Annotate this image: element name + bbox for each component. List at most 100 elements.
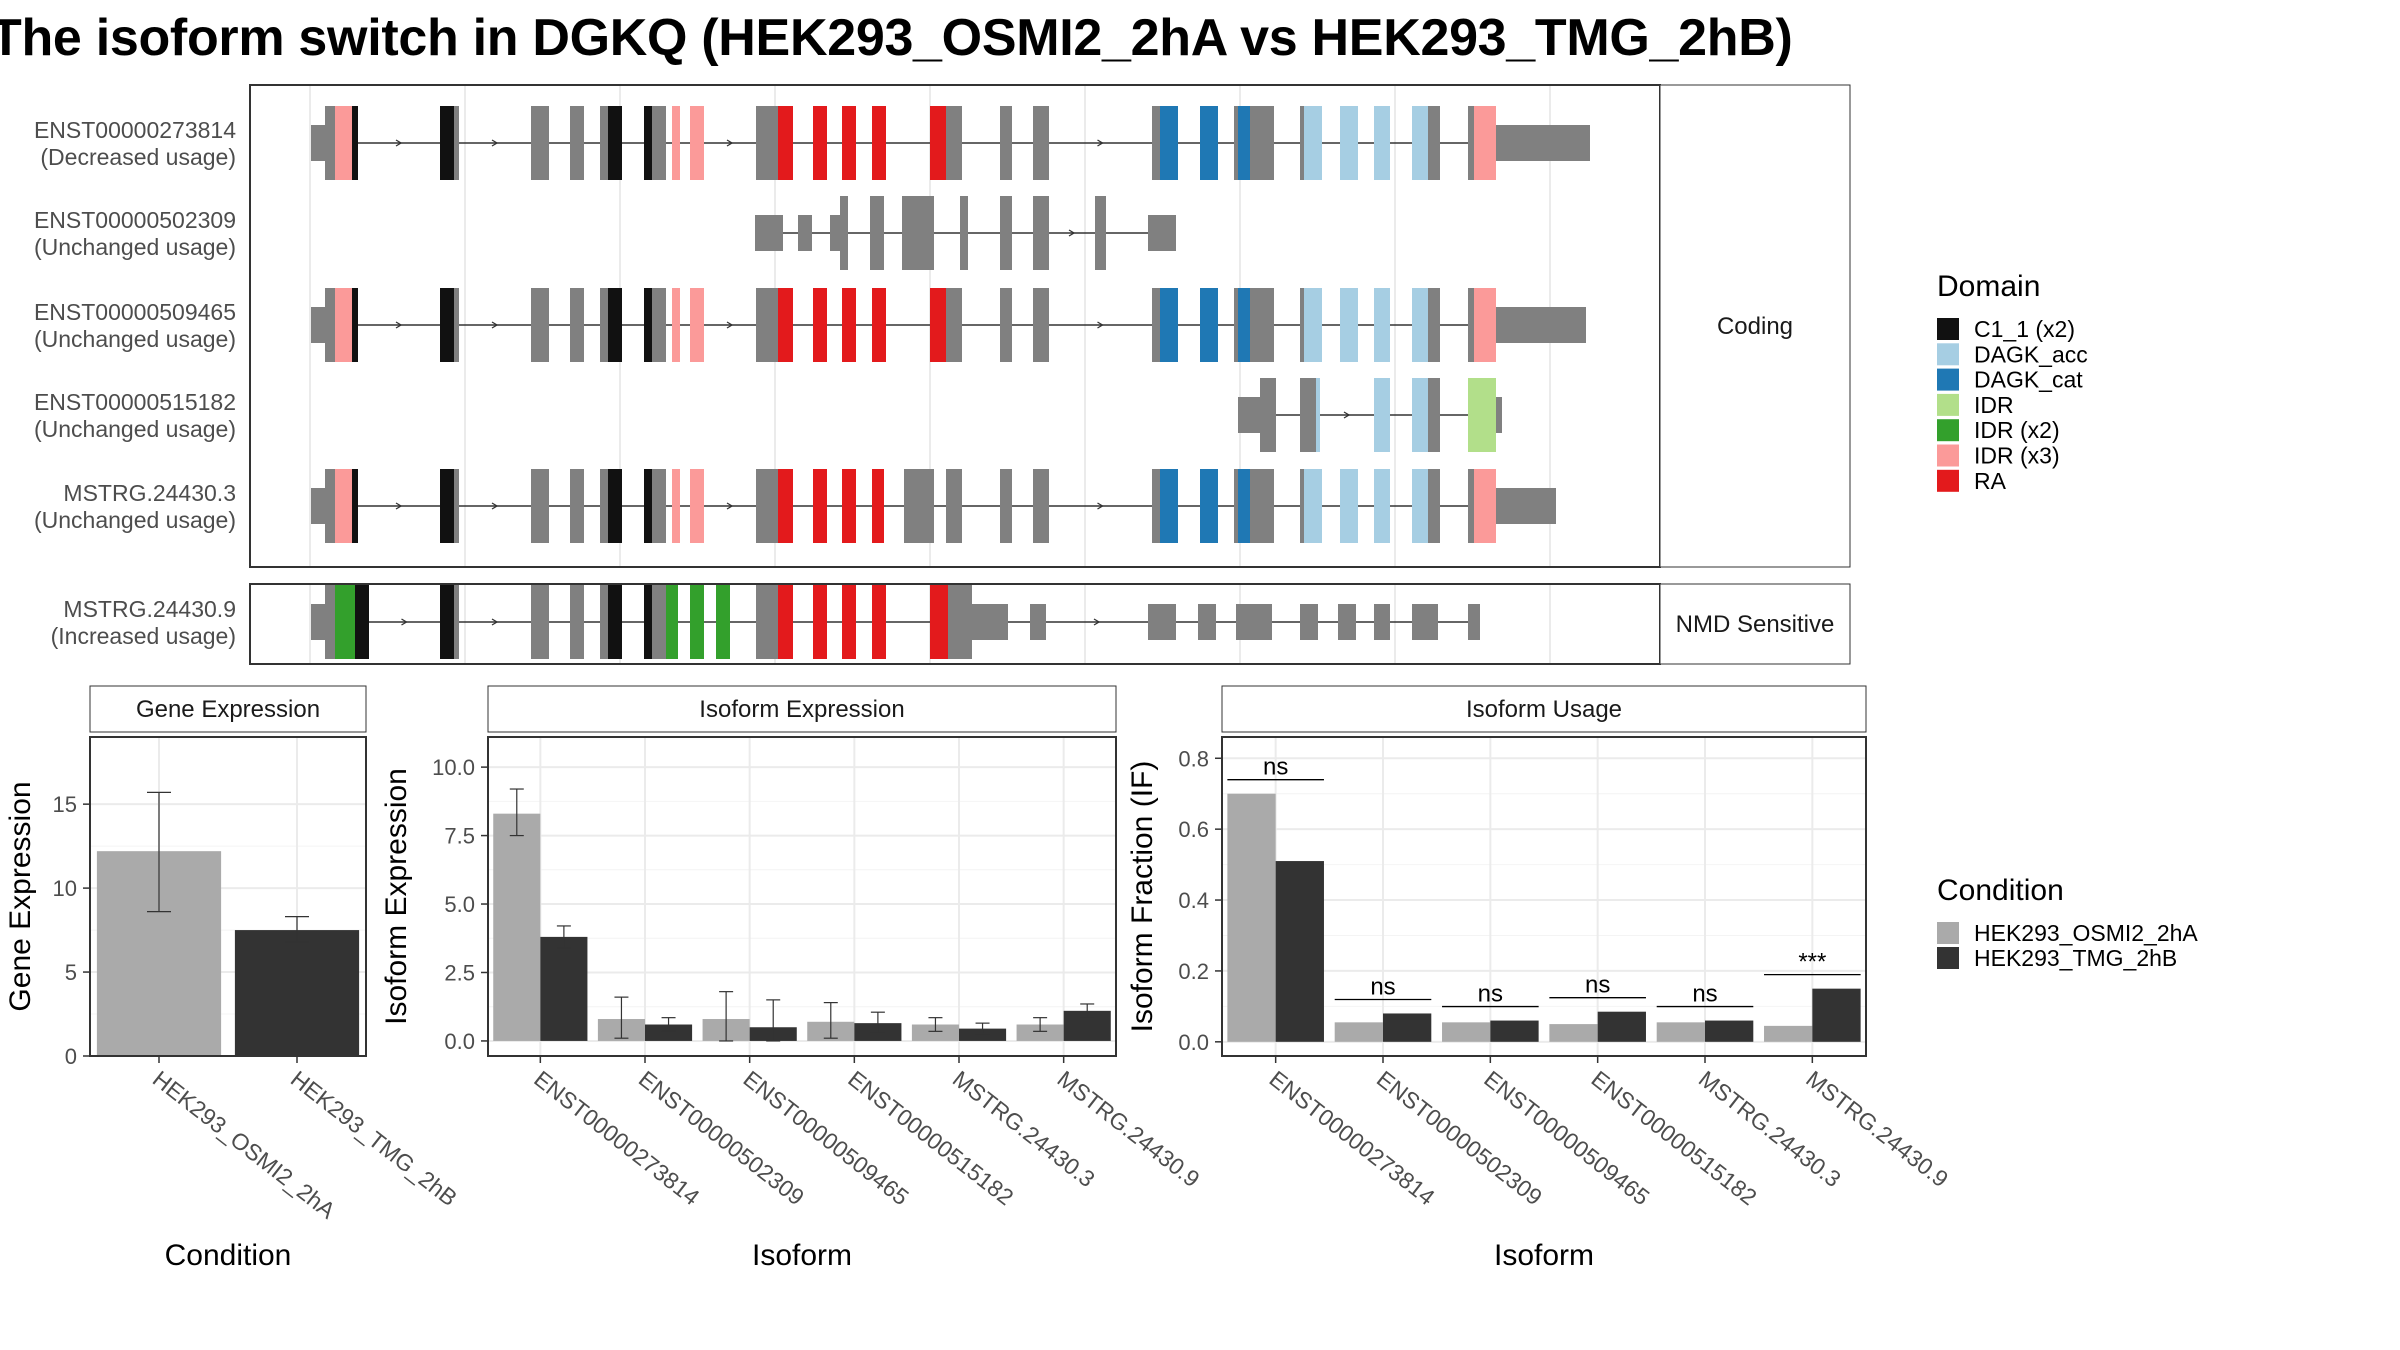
exon-block — [946, 469, 962, 543]
significance-label: *** — [1798, 949, 1826, 976]
exon-block — [531, 585, 549, 659]
domain-legend-label: DAGK_acc — [1974, 341, 2088, 367]
chart-isoform-usage: ns ns ns ns ns *** Isoform Usage 0.0 0.2 0.4 0.6 0.… — [1126, 685, 1953, 1272]
domain-legend-key — [1937, 343, 1959, 366]
exon-block — [311, 125, 325, 161]
exon-block — [342, 469, 352, 543]
bar — [1764, 1025, 1813, 1042]
domain-legend-label: RA — [1974, 468, 2007, 494]
y-tick-label: 10.0 — [432, 755, 475, 780]
exon-block — [608, 585, 622, 659]
exon-block — [1148, 215, 1176, 251]
exon-block — [1000, 106, 1012, 180]
exon-block — [870, 196, 884, 270]
exon-block — [311, 307, 325, 343]
exon-block — [1236, 604, 1272, 640]
exon-block — [1474, 288, 1496, 362]
exon-block — [570, 585, 584, 659]
exon-block — [325, 106, 335, 180]
exon-block — [798, 215, 812, 251]
exon-block — [672, 288, 680, 362]
transcript-MSTRG.24430.9 — [311, 585, 1480, 659]
exon-block — [1304, 106, 1322, 180]
exon-block — [1160, 288, 1178, 362]
exon-block — [872, 288, 886, 362]
exon-block — [1468, 604, 1480, 640]
exon-block — [652, 469, 666, 543]
exon-block — [778, 585, 793, 659]
exon-block — [1200, 469, 1218, 543]
exon-block — [1374, 378, 1390, 452]
exon-block — [608, 106, 622, 180]
bar — [645, 1024, 693, 1041]
bar — [1334, 1022, 1383, 1042]
domain-legend-key — [1937, 469, 1959, 492]
y-tick-label: 0.0 — [1178, 1030, 1209, 1055]
exon-block — [1260, 378, 1276, 452]
exon-block — [1000, 469, 1012, 543]
exon-block — [1468, 469, 1474, 543]
exon-block — [690, 469, 704, 543]
exon-block — [1250, 288, 1274, 362]
exon-block — [1428, 288, 1440, 362]
exon-block — [813, 106, 827, 180]
exon-block — [1033, 106, 1049, 180]
facet-strip — [1659, 583, 1851, 665]
exon-block — [690, 288, 704, 362]
exon-block — [355, 585, 369, 659]
domain-legend-label: IDR — [1974, 392, 2014, 418]
exon-block — [454, 585, 459, 659]
exon-block — [716, 585, 730, 659]
isoform-structure-plot: ENST00000273814(Decreased usage) ENST0000… — [34, 84, 1851, 665]
exon-block — [830, 215, 840, 251]
domain-legend-key — [1937, 318, 1959, 340]
exon-block — [352, 106, 358, 180]
panel-strip — [89, 685, 367, 733]
exon-block — [1412, 469, 1428, 543]
exon-block — [440, 106, 454, 180]
significance-label: ns — [1692, 981, 1717, 1008]
exon-block — [1316, 378, 1320, 452]
exon-block — [1238, 288, 1250, 362]
exon-block — [1428, 106, 1440, 180]
exon-block — [1000, 288, 1012, 362]
exon-block — [1234, 288, 1238, 362]
domain-legend-key — [1937, 368, 1959, 391]
strand-arrow — [1068, 229, 1076, 237]
exon-block — [1033, 288, 1049, 362]
bar — [959, 1028, 1007, 1041]
significance-label: ns — [1585, 972, 1610, 999]
exon-block — [960, 196, 968, 270]
strand-arrow — [1093, 618, 1101, 626]
exon-block — [652, 106, 666, 180]
exon-block — [1304, 288, 1322, 362]
y-tick-label: 15 — [53, 792, 77, 817]
exon-block — [1468, 378, 1496, 452]
transcript-ENST00000509465 — [311, 288, 1586, 362]
exon-block — [1428, 378, 1440, 452]
isoform-id-label: ENST00000515182 — [34, 389, 236, 415]
exon-block — [440, 288, 454, 362]
significance-label: ns — [1263, 754, 1288, 781]
y-axis-title: Isoform Expression — [380, 768, 413, 1025]
bar — [1656, 1022, 1705, 1042]
exon-block — [440, 469, 454, 543]
exon-block — [946, 288, 962, 362]
exon-block — [1428, 469, 1440, 543]
y-tick-label: 0.2 — [1178, 959, 1209, 984]
exon-block — [531, 288, 549, 362]
exon-block — [1152, 288, 1160, 362]
exon-block — [570, 106, 584, 180]
exon-block — [1468, 288, 1474, 362]
transcript-ENST00000502309 — [755, 196, 1176, 270]
x-axis-title: Isoform — [752, 1239, 852, 1272]
exon-block — [1250, 106, 1274, 180]
exon-block — [872, 106, 886, 180]
exon-block — [930, 288, 946, 362]
panel-border — [1221, 736, 1867, 1057]
strand-arrow — [395, 139, 403, 147]
exon-block — [813, 585, 827, 659]
panel-border — [89, 736, 367, 1057]
isoform-usage-label: (Unchanged usage) — [34, 326, 236, 352]
exon-block — [1198, 604, 1216, 640]
